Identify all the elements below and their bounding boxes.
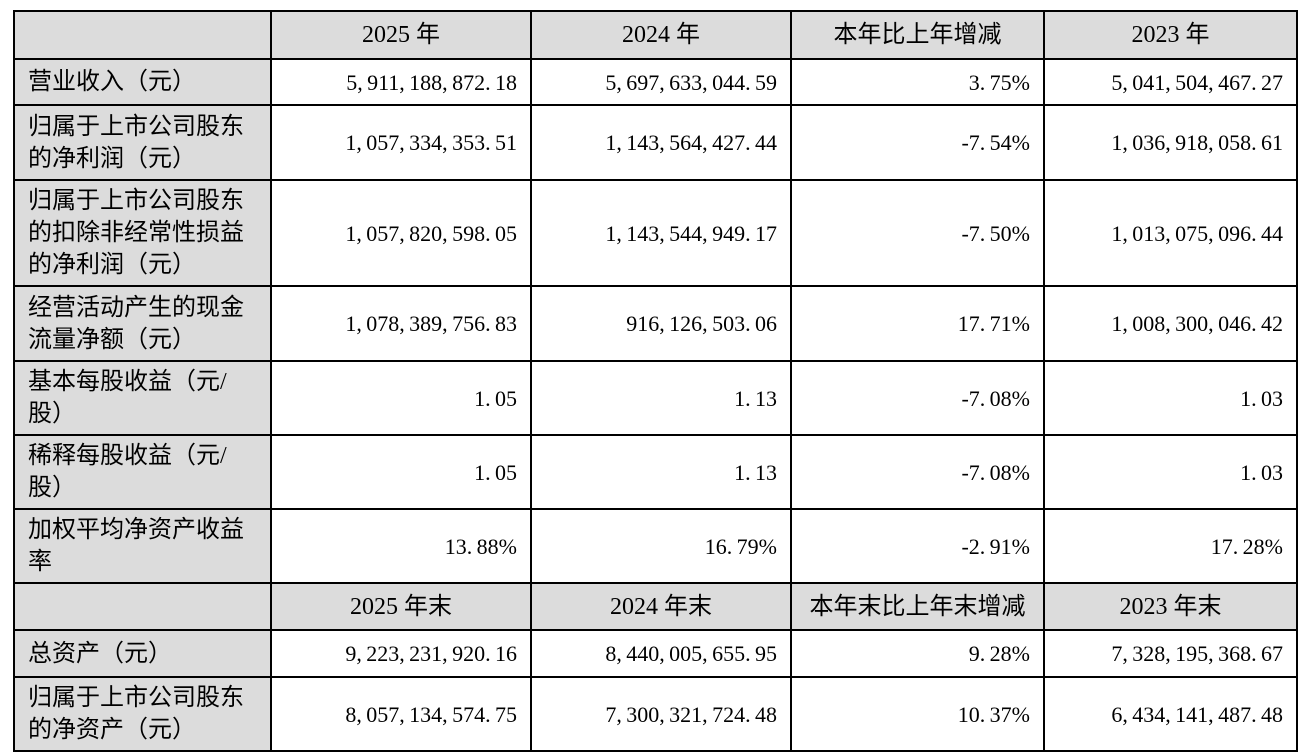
value-cell-change: -2. 91% (790, 508, 1045, 584)
value-cell-change: -7. 50% (790, 179, 1045, 287)
row-label-cell: 归属于上市公司股东的净资产（元） (13, 676, 272, 752)
value-cell-2025: 1. 05 (270, 434, 532, 510)
table-row-diluted-eps: 稀释每股收益（元/股） 1. 05 1. 13 -7. 08% 1. 03 (13, 434, 1298, 510)
column-header-yearend-change: 本年末比上年末增减 (790, 582, 1045, 631)
value-cell-2024: 5, 697, 633, 044. 59 (530, 58, 792, 106)
value-cell-2024: 916, 126, 503. 06 (530, 285, 792, 362)
row-label-cell: 加权平均净资产收益率 (13, 508, 272, 584)
row-label-cell: 营业收入（元） (13, 58, 272, 106)
row-label-cell: 归属于上市公司股东的净利润（元） (13, 104, 272, 181)
value-cell-2025: 1, 057, 334, 353. 51 (270, 104, 532, 181)
column-header-2023: 2023 年 (1043, 10, 1298, 60)
corner-empty-cell (13, 10, 272, 60)
value-cell-change: -7. 08% (790, 434, 1045, 510)
row-label-cell: 稀释每股收益（元/股） (13, 434, 272, 510)
table-row-operating-cash-flow: 经营活动产生的现金流量净额（元） 1, 078, 389, 756. 83 91… (13, 285, 1298, 362)
value-cell-2024: 7, 300, 321, 724. 48 (530, 676, 792, 752)
value-cell-change: 10. 37% (790, 676, 1045, 752)
annual-period-header-row: 2025 年 2024 年 本年比上年增减 2023 年 (13, 10, 1298, 60)
key-financials-table: 2025 年 2024 年 本年比上年增减 2023 年 营业收入（元） 5, … (13, 10, 1298, 752)
value-cell-2025: 9, 223, 231, 920. 16 (270, 629, 532, 678)
value-cell-2023: 17. 28% (1043, 508, 1298, 584)
row-label-cell: 总资产（元） (13, 629, 272, 678)
value-cell-2024: 1, 143, 544, 949. 17 (530, 179, 792, 287)
value-cell-2023: 5, 041, 504, 467. 27 (1043, 58, 1298, 106)
column-header-yoy-change: 本年比上年增减 (790, 10, 1045, 60)
column-header-2025: 2025 年 (270, 10, 532, 60)
value-cell-2024: 8, 440, 005, 655. 95 (530, 629, 792, 678)
value-cell-2023: 1, 008, 300, 046. 42 (1043, 285, 1298, 362)
value-cell-2025: 13. 88% (270, 508, 532, 584)
table-row-basic-eps: 基本每股收益（元/股） 1. 05 1. 13 -7. 08% 1. 03 (13, 360, 1298, 436)
value-cell-2023: 6, 434, 141, 487. 48 (1043, 676, 1298, 752)
column-header-2024-end: 2024 年末 (530, 582, 792, 631)
value-cell-2025: 1, 078, 389, 756. 83 (270, 285, 532, 362)
value-cell-2023: 1, 013, 075, 096. 44 (1043, 179, 1298, 287)
value-cell-2025: 5, 911, 188, 872. 18 (270, 58, 532, 106)
value-cell-2024: 1, 143, 564, 427. 44 (530, 104, 792, 181)
value-cell-2025: 1, 057, 820, 598. 05 (270, 179, 532, 287)
table-row-net-assets: 归属于上市公司股东的净资产（元） 8, 057, 134, 574. 75 7,… (13, 676, 1298, 752)
value-cell-2025: 1. 05 (270, 360, 532, 436)
row-label-cell: 经营活动产生的现金流量净额（元） (13, 285, 272, 362)
value-cell-change: 17. 71% (790, 285, 1045, 362)
table-row-weighted-avg-roe: 加权平均净资产收益率 13. 88% 16. 79% -2. 91% 17. 2… (13, 508, 1298, 584)
table-row-operating-revenue: 营业收入（元） 5, 911, 188, 872. 18 5, 697, 633… (13, 58, 1298, 106)
value-cell-2023: 7, 328, 195, 368. 67 (1043, 629, 1298, 678)
column-header-2025-end: 2025 年末 (270, 582, 532, 631)
row-label-cell: 基本每股收益（元/股） (13, 360, 272, 436)
value-cell-2024: 1. 13 (530, 434, 792, 510)
table-row-total-assets: 总资产（元） 9, 223, 231, 920. 16 8, 440, 005,… (13, 629, 1298, 678)
corner-empty-cell (13, 582, 272, 631)
value-cell-2024: 1. 13 (530, 360, 792, 436)
table-row-net-profit-excl-nonrecurring: 归属于上市公司股东的扣除非经常性损益的净利润（元） 1, 057, 820, 5… (13, 179, 1298, 287)
value-cell-change: 9. 28% (790, 629, 1045, 678)
financial-summary: 2025 年 2024 年 本年比上年增减 2023 年 营业收入（元） 5, … (13, 10, 1298, 752)
value-cell-change: -7. 08% (790, 360, 1045, 436)
value-cell-2023: 1. 03 (1043, 434, 1298, 510)
row-label-cell: 归属于上市公司股东的扣除非经常性损益的净利润（元） (13, 179, 272, 287)
value-cell-2024: 16. 79% (530, 508, 792, 584)
year-end-period-header-row: 2025 年末 2024 年末 本年末比上年末增减 2023 年末 (13, 582, 1298, 631)
value-cell-change: -7. 54% (790, 104, 1045, 181)
value-cell-2025: 8, 057, 134, 574. 75 (270, 676, 532, 752)
value-cell-2023: 1, 036, 918, 058. 61 (1043, 104, 1298, 181)
column-header-2023-end: 2023 年末 (1043, 582, 1298, 631)
table-row-net-profit: 归属于上市公司股东的净利润（元） 1, 057, 334, 353. 51 1,… (13, 104, 1298, 181)
column-header-2024: 2024 年 (530, 10, 792, 60)
value-cell-change: 3. 75% (790, 58, 1045, 106)
value-cell-2023: 1. 03 (1043, 360, 1298, 436)
